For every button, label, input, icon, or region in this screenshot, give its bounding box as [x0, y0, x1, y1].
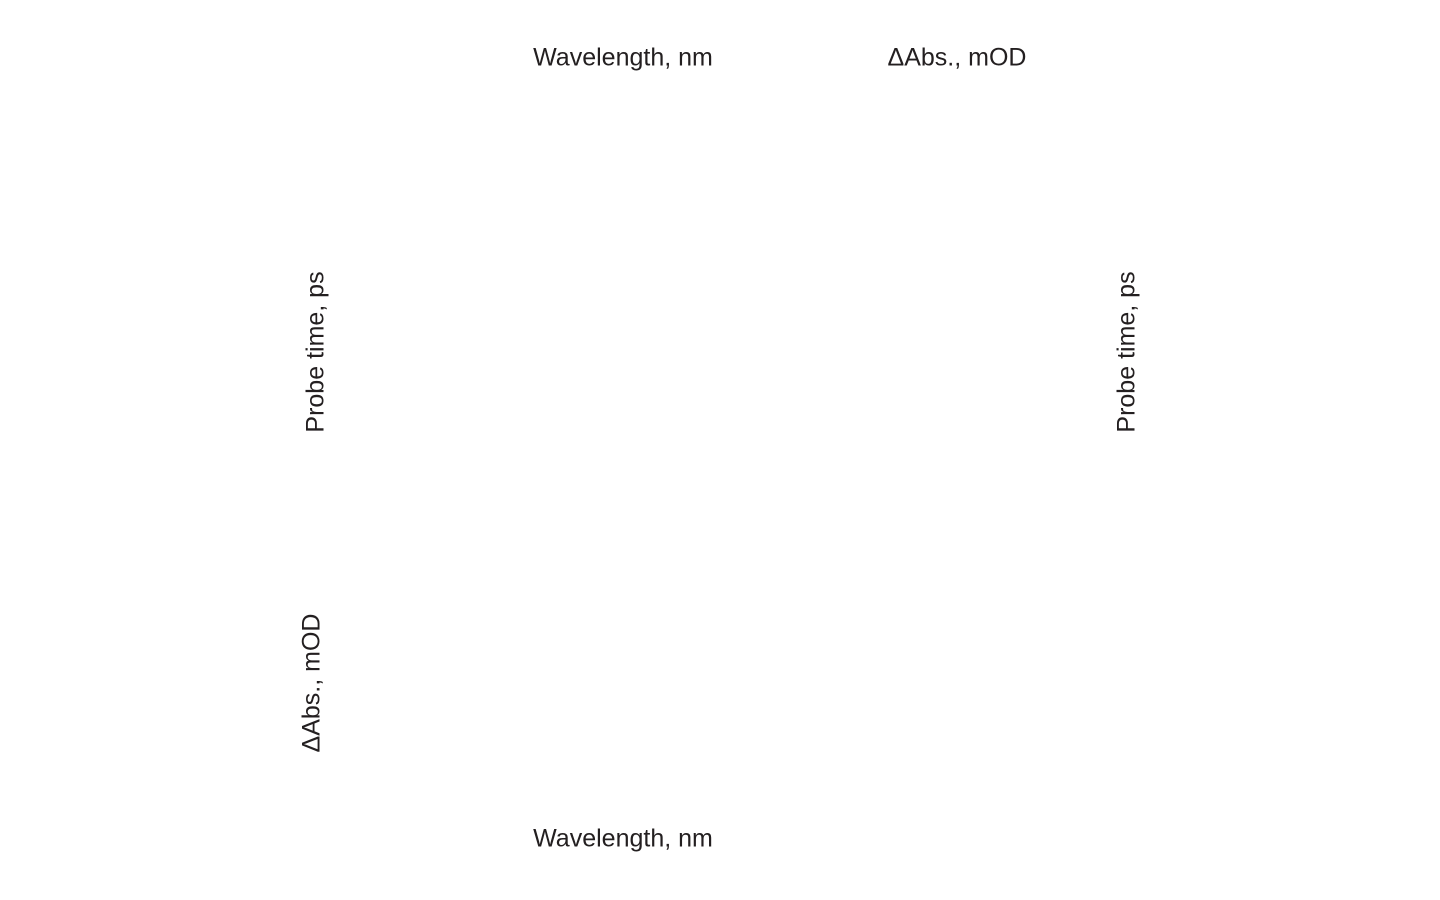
heatmap-canvas	[391, 125, 856, 580]
map-yaxis-title: Probe time, ps	[301, 271, 330, 433]
kinetics-xaxis-title: ΔAbs., mOD	[887, 43, 1027, 72]
spectra-xaxis-title: Wavelength, nm	[533, 824, 713, 853]
spectra-yaxis-title: ΔAbs., mOD	[297, 613, 326, 753]
kinetics-yaxis-title: Probe time, ps	[1112, 271, 1141, 433]
spectra-svg	[391, 592, 856, 775]
colorbar-ticks	[861, 609, 1048, 618]
kinetics-svg	[861, 125, 1048, 580]
map-xaxis-title: Wavelength, nm	[533, 43, 713, 72]
colorbar-canvas	[861, 590, 1048, 609]
